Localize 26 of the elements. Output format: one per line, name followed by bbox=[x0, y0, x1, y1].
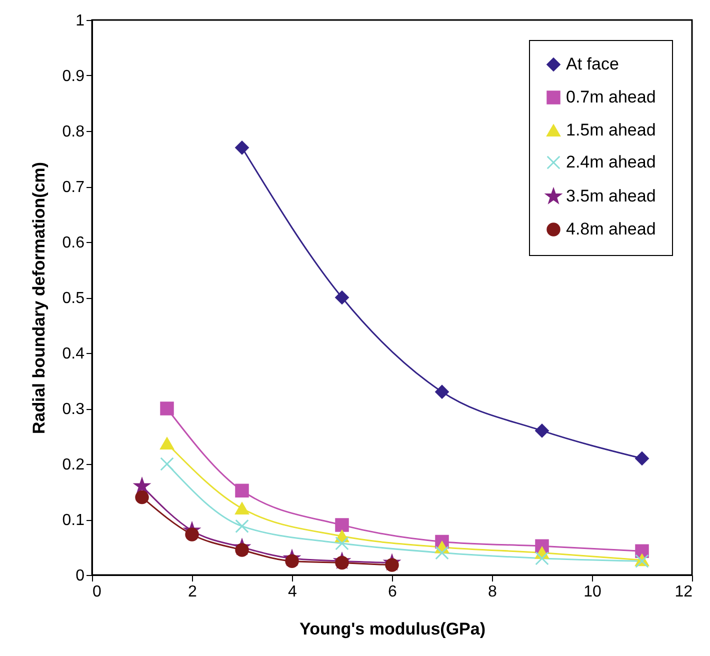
y-tick-label: 0.5 bbox=[62, 290, 85, 307]
y-tick-label: 0.9 bbox=[62, 68, 85, 85]
legend-label: 2.4m ahead bbox=[566, 152, 656, 172]
legend-label: 1.5m ahead bbox=[566, 120, 656, 140]
y-tick-label: 1 bbox=[76, 12, 85, 30]
x-tick-label: 0 bbox=[92, 584, 102, 600]
legend-label: 4.8m ahead bbox=[566, 220, 656, 238]
x-tick-label: 8 bbox=[488, 584, 498, 600]
x-axis-title: Young's modulus(GPa) bbox=[299, 620, 486, 638]
y-tick-label: 0.8 bbox=[62, 124, 85, 140]
x-tick-label: 10 bbox=[584, 584, 602, 600]
x-tick-label: 4 bbox=[288, 584, 298, 600]
x-tick-label: 2 bbox=[188, 584, 198, 600]
y-tick-label: 0.2 bbox=[62, 456, 85, 474]
x-tick-label: 12 bbox=[674, 584, 693, 600]
legend-label: At face bbox=[566, 54, 619, 74]
x-tick-label: 6 bbox=[388, 584, 398, 600]
legend-label: 3.5m ahead bbox=[566, 186, 656, 206]
legend-label: 0.7m ahead bbox=[566, 88, 656, 106]
y-tick-label: 0.4 bbox=[62, 346, 85, 362]
y-tick-label: 0.1 bbox=[62, 512, 85, 529]
y-tick-label: 0.3 bbox=[62, 401, 85, 418]
y-tick-label: 0.6 bbox=[62, 234, 85, 252]
y-axis-title: Radial boundary deformation(cm) bbox=[29, 162, 48, 434]
y-tick-label: 0.7 bbox=[62, 179, 85, 196]
y-tick-label: 0 bbox=[76, 568, 85, 584]
